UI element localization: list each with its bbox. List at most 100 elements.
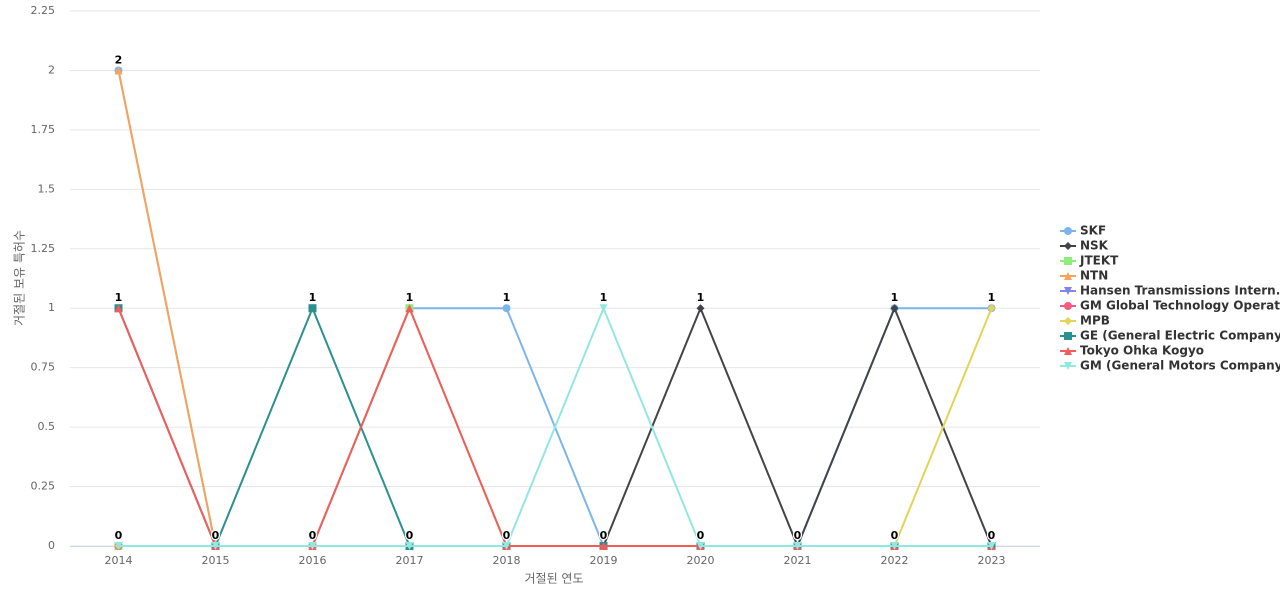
data-label: 0 [891, 529, 899, 542]
data-point [211, 542, 220, 550]
data-point [890, 542, 899, 550]
data-label: 0 [600, 529, 608, 542]
data-point [890, 304, 899, 313]
data-label: 0 [503, 529, 511, 542]
legend-label: SKF [1080, 224, 1106, 238]
data-label: 0 [988, 529, 996, 542]
data-label: 0 [309, 529, 317, 542]
y-tick-label: 0.75 [31, 361, 56, 374]
data-label: 0 [406, 529, 414, 542]
data-label: 0 [406, 529, 414, 542]
legend-label: GM Global Technology Operat... [1080, 299, 1280, 313]
data-label: 0 [600, 529, 608, 542]
y-tick-label: 0.5 [38, 420, 56, 433]
data-label: 0 [988, 529, 996, 542]
data-point [114, 542, 123, 550]
data-label: 0 [891, 529, 899, 542]
data-label: 1 [406, 291, 414, 304]
legend-symbol [1064, 332, 1072, 340]
data-label: 0 [309, 529, 317, 542]
data-label: 0 [697, 529, 705, 542]
data-label: 1 [697, 291, 705, 304]
legend-symbol [1064, 272, 1072, 280]
data-label: 0 [406, 529, 414, 542]
data-label: 0 [988, 529, 996, 542]
legend-symbol [1064, 242, 1072, 250]
data-label: 0 [891, 529, 899, 542]
data-label: 1 [988, 291, 996, 304]
series-line [118, 305, 992, 547]
data-label: 1 [891, 291, 899, 304]
data-label: 0 [503, 529, 511, 542]
data-point [793, 542, 802, 550]
data-label: 0 [794, 529, 802, 542]
x-tick-label: 2023 [978, 554, 1006, 567]
data-label: 0 [115, 529, 123, 542]
data-point [987, 542, 996, 550]
data-label: 0 [891, 529, 899, 542]
data-point [114, 66, 123, 75]
data-label: 1 [309, 291, 317, 304]
data-label: 0 [115, 529, 123, 542]
x-tick-label: 2019 [590, 554, 618, 567]
data-label: 1 [891, 291, 899, 304]
legend-symbol [1064, 362, 1072, 370]
data-label: 0 [115, 529, 123, 542]
data-label: 0 [212, 529, 220, 542]
data-point [696, 304, 705, 313]
data-label: 0 [406, 529, 414, 542]
data-label: 0 [891, 529, 899, 542]
data-label: 0 [212, 529, 220, 542]
data-label: 0 [891, 529, 899, 542]
data-point [987, 304, 996, 313]
data-label: 0 [212, 529, 220, 542]
data-label: 0 [115, 529, 123, 542]
data-label: 0 [503, 529, 511, 542]
data-label: 0 [794, 529, 802, 542]
data-label: 0 [697, 529, 705, 542]
data-label: 0 [697, 529, 705, 542]
legend-label: GE (General Electric Company) [1080, 329, 1280, 343]
data-label: 0 [988, 529, 996, 542]
data-label: 1 [988, 291, 996, 304]
data-label: 1 [406, 291, 414, 304]
data-label: 0 [503, 529, 511, 542]
x-tick-label: 2022 [881, 554, 909, 567]
data-point [405, 542, 414, 550]
data-point [599, 542, 608, 550]
data-label: 2 [115, 53, 123, 66]
data-label: 0 [697, 529, 705, 542]
data-point [599, 304, 608, 313]
legend-label: MPB [1080, 314, 1110, 328]
data-label: 0 [212, 529, 220, 542]
data-label: 0 [212, 529, 220, 542]
data-label: 0 [212, 529, 220, 542]
data-label: 0 [600, 529, 608, 542]
data-label: 0 [794, 529, 802, 542]
legend-symbol [1064, 287, 1072, 295]
data-point [308, 542, 317, 550]
data-label: 0 [309, 529, 317, 542]
data-label: 0 [503, 529, 511, 542]
x-tick-label: 2015 [202, 554, 230, 567]
data-label: 0 [406, 529, 414, 542]
data-label: 0 [794, 529, 802, 542]
legend-label: JTEKT [1079, 254, 1119, 268]
data-label: 0 [406, 529, 414, 542]
data-label: 0 [309, 529, 317, 542]
data-label: 0 [600, 529, 608, 542]
y-tick-label: 1.75 [31, 123, 56, 136]
legend-symbol [1064, 257, 1072, 265]
data-label: 0 [794, 529, 802, 542]
data-label: 0 [891, 529, 899, 542]
legend-symbol [1064, 347, 1072, 355]
data-label: 0 [891, 529, 899, 542]
y-tick-label: 1.5 [38, 182, 56, 195]
data-label: 0 [988, 529, 996, 542]
x-tick-label: 2018 [493, 554, 521, 567]
data-point [114, 304, 123, 313]
data-label: 0 [309, 529, 317, 542]
data-label: 0 [115, 529, 123, 542]
data-label: 0 [600, 529, 608, 542]
